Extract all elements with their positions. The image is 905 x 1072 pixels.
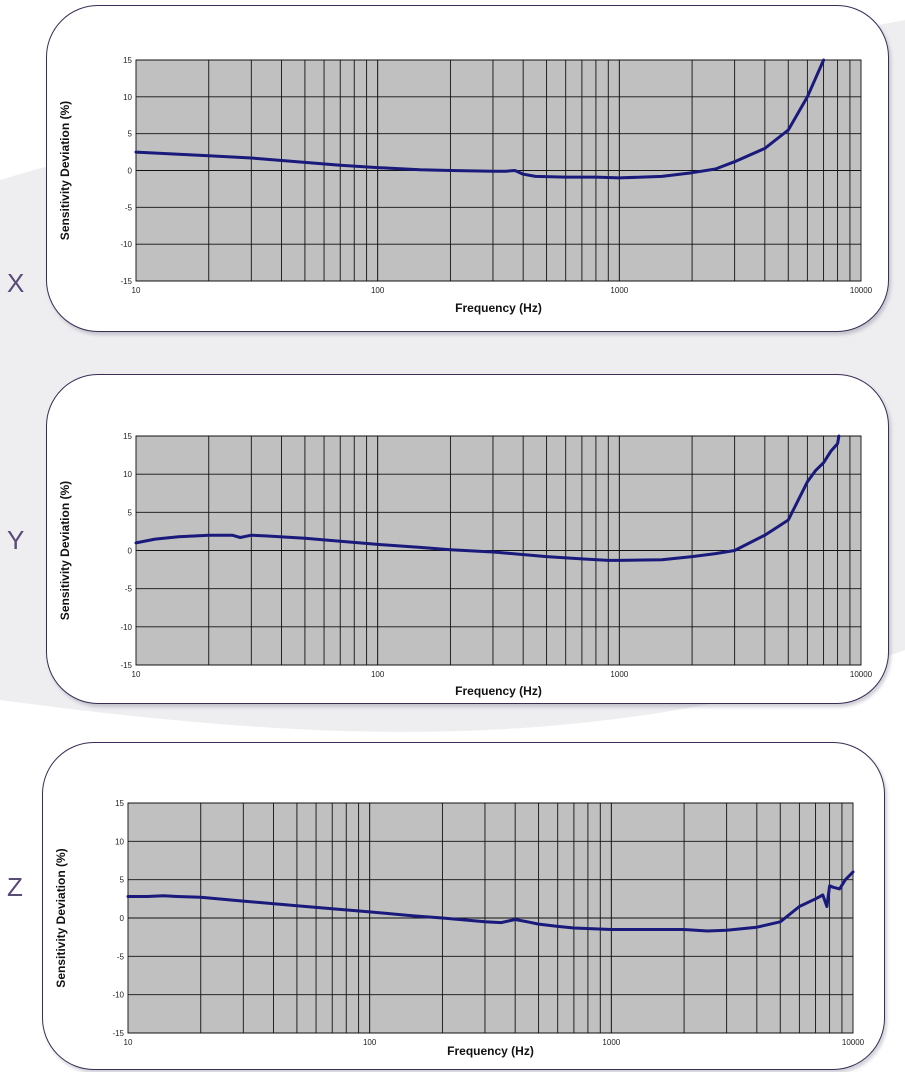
x-tick-label: 10 bbox=[132, 286, 141, 295]
y-tick-label: 10 bbox=[123, 93, 132, 102]
x-tick-label: 10 bbox=[124, 1038, 133, 1047]
y-tick-label: -5 bbox=[125, 585, 133, 594]
y-tick-label: -15 bbox=[120, 661, 132, 670]
x-tick-label: 10000 bbox=[850, 670, 873, 679]
x-tick-label: 10 bbox=[132, 670, 141, 679]
x-tick-label: 1000 bbox=[610, 670, 628, 679]
x-tick-label: 10000 bbox=[842, 1038, 865, 1047]
axis-letter-y: Y bbox=[7, 525, 25, 555]
y-axis-label: Sensitivity Deviation (%) bbox=[58, 101, 72, 240]
x-tick-label: 1000 bbox=[610, 286, 628, 295]
y-tick-label: -5 bbox=[125, 203, 133, 212]
series-line bbox=[134, 434, 841, 562]
y-tick-label: 10 bbox=[115, 837, 124, 846]
y-tick-label: -10 bbox=[120, 240, 132, 249]
x-tick-label: 100 bbox=[371, 670, 385, 679]
y-tick-label: -10 bbox=[120, 623, 132, 632]
x-axis-label: Frequency (Hz) bbox=[455, 684, 542, 698]
chart-panel-y: 15 10 5 0 -5 -10 -15 10 100 1000 10000 Frequency (H… bbox=[46, 374, 889, 704]
x-tick-label: 10000 bbox=[850, 286, 873, 295]
y-tick-label: 0 bbox=[120, 914, 125, 923]
chart-panel-x: 15 10 5 0 -5 -10 -15 10 100 1000 10000 Frequency (H… bbox=[46, 5, 889, 332]
x-axis-label: Frequency (Hz) bbox=[447, 1044, 534, 1058]
y-tick-label: 0 bbox=[128, 167, 133, 176]
y-tick-label: -15 bbox=[120, 277, 132, 286]
y-tick-label: 15 bbox=[123, 432, 132, 441]
y-tick-label: 5 bbox=[128, 130, 133, 139]
x-axis-label: Frequency (Hz) bbox=[455, 301, 542, 315]
y-tick-label: 10 bbox=[123, 470, 132, 479]
axis-letter-z: Z bbox=[7, 872, 23, 902]
y-tick-label: -15 bbox=[112, 1029, 124, 1038]
x-tick-label: 100 bbox=[363, 1038, 377, 1047]
x-tick-label: 1000 bbox=[602, 1038, 620, 1047]
y-axis-label: Sensitivity Deviation (%) bbox=[58, 481, 72, 620]
y-tick-label: 15 bbox=[123, 56, 132, 65]
y-tick-label: 0 bbox=[128, 547, 133, 556]
y-tick-label: -10 bbox=[112, 991, 124, 1000]
series-line bbox=[126, 870, 855, 933]
axis-letter-x: X bbox=[7, 268, 25, 298]
y-tick-label: -5 bbox=[117, 952, 125, 961]
y-tick-label: 5 bbox=[128, 508, 133, 517]
series-line bbox=[134, 58, 826, 180]
y-tick-label: 5 bbox=[120, 876, 125, 885]
chart-panel-z: 15 10 5 0 -5 -10 -15 10 100 1000 10000 Frequency (H… bbox=[42, 742, 885, 1070]
y-axis-label: Sensitivity Deviation (%) bbox=[54, 848, 68, 987]
x-tick-label: 100 bbox=[371, 286, 385, 295]
y-tick-label: 15 bbox=[115, 799, 124, 808]
